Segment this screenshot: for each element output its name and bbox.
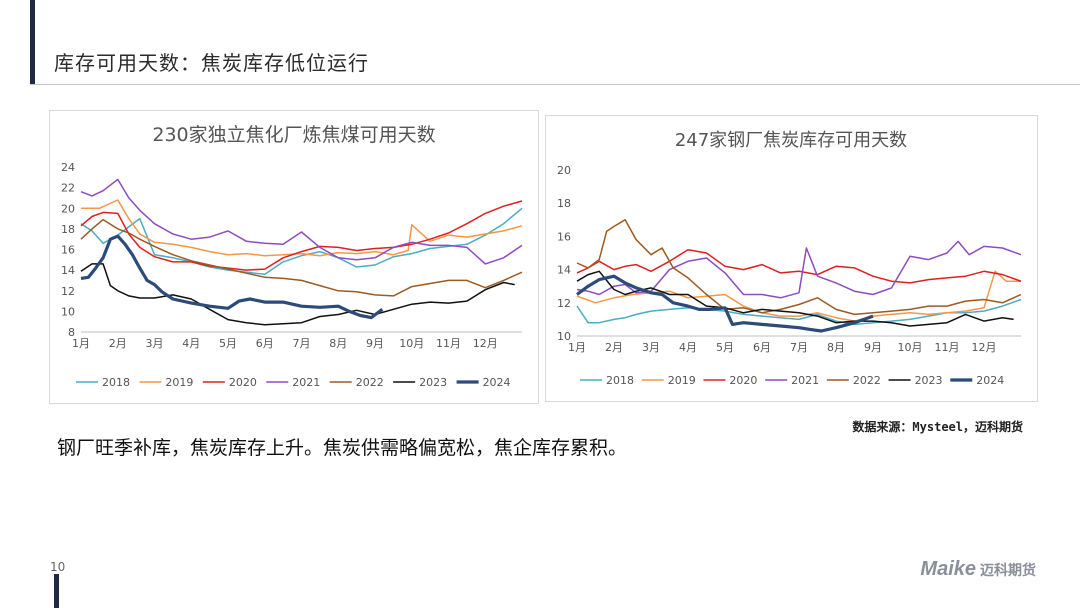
brand-logo: Maike 迈科期货 (920, 558, 1036, 581)
x-tick-label: 6月 (256, 337, 274, 350)
legend-label-2021: 2021 (791, 374, 819, 387)
legend-label-2018: 2018 (102, 376, 130, 389)
x-tick-label: 1月 (72, 337, 90, 350)
x-tick-label: 7月 (790, 341, 808, 354)
series-line-2020 (576, 248, 1022, 284)
x-tick-label: 12月 (972, 341, 997, 354)
series-line-2023 (576, 270, 1014, 327)
chart-title: 230家独立焦化厂炼焦煤可用天数 (152, 124, 435, 146)
legend-label-2021: 2021 (292, 376, 320, 389)
x-tick-label: 4月 (182, 337, 200, 350)
footer-accent-bar (54, 574, 59, 608)
legend-label-2019: 2019 (165, 376, 193, 389)
series-line-2021 (80, 178, 523, 265)
data-source-note: 数据来源：Mysteel，迈科期货 (852, 420, 1023, 434)
x-tick-label: 3月 (642, 341, 660, 354)
legend-label-2023: 2023 (915, 374, 943, 387)
y-tick-label: 18 (557, 197, 571, 210)
series-line-2019 (576, 270, 1021, 322)
y-tick-label: 12 (557, 297, 571, 310)
legend-label-2024: 2024 (976, 374, 1004, 387)
y-tick-label: 12 (61, 285, 75, 298)
series-line-2019 (81, 199, 523, 257)
series-line-2024 (576, 274, 874, 333)
legend-label-2018: 2018 (606, 374, 634, 387)
chart-coking-coal-days: 230家独立焦化厂炼焦煤可用天数 8 10 12 14 16 18 20 22 24 1月 2月 3月 4… (49, 110, 539, 404)
x-tick-label: 4月 (679, 341, 697, 354)
series-line-2018 (80, 207, 523, 276)
legend-label-2020: 2020 (229, 376, 257, 389)
y-tick-label: 22 (61, 182, 75, 195)
y-tick-label: 10 (557, 330, 571, 343)
y-tick-label: 8 (68, 326, 75, 339)
legend-label-2019: 2019 (668, 374, 696, 387)
series-line-2022 (576, 219, 1022, 316)
x-tick-label: 9月 (864, 341, 882, 354)
x-tick-label: 10月 (399, 337, 424, 350)
logo-text: 迈科期货 (980, 562, 1036, 579)
x-tick-label: 6月 (753, 341, 771, 354)
title-divider (30, 84, 1080, 85)
x-tick-label: 8月 (827, 341, 845, 354)
legend-label-2022: 2022 (853, 374, 881, 387)
x-tick-label: 1月 (568, 341, 586, 354)
x-tick-label: 5月 (716, 341, 734, 354)
y-tick-label: 20 (557, 164, 571, 177)
legend-label-2022: 2022 (356, 376, 384, 389)
logo-mark: Maike (920, 558, 976, 580)
y-tick-label: 18 (61, 223, 75, 236)
x-tick-label: 8月 (329, 337, 347, 350)
x-tick-label: 3月 (146, 337, 164, 350)
series-line-2020 (80, 200, 523, 271)
legend-label-2023: 2023 (419, 376, 447, 389)
series-line-2024 (80, 234, 384, 320)
y-tick-label: 16 (557, 230, 571, 243)
x-tick-label: 11月 (935, 341, 960, 354)
page-number: 10 (50, 560, 66, 574)
y-tick-label: 16 (61, 244, 75, 257)
x-tick-label: 12月 (473, 337, 498, 350)
series-line-2021 (576, 240, 1022, 299)
summary-text: 钢厂旺季补库，焦炭库存上升。焦炭供需略偏宽松，焦企库存累积。 (57, 437, 628, 459)
series-line-2022 (80, 218, 523, 297)
x-tick-label: 2月 (605, 341, 623, 354)
x-tick-label: 10月 (898, 341, 923, 354)
y-tick-label: 20 (61, 202, 75, 215)
page-title: 库存可用天数：焦炭库存低位运行 (54, 51, 369, 75)
x-tick-label: 5月 (219, 337, 237, 350)
legend-label-2024: 2024 (483, 376, 511, 389)
series-line-2023 (80, 263, 515, 326)
y-tick-label: 10 (61, 305, 75, 318)
x-tick-label: 2月 (109, 337, 127, 350)
chart-coke-inventory-days-svg: 247家钢厂焦炭库存可用天数 10 12 14 16 18 20 1月 2月 3月 4月 5月 6月 7月… (557, 130, 1022, 387)
legend-label-2020: 2020 (729, 374, 757, 387)
title-accent-bar (30, 0, 35, 85)
chart-title: 247家钢厂焦炭库存可用天数 (675, 130, 907, 151)
x-tick-label: 9月 (366, 337, 384, 350)
y-tick-label: 14 (61, 264, 75, 277)
x-tick-label: 11月 (436, 337, 461, 350)
y-tick-label: 14 (557, 264, 571, 277)
chart-coke-inventory-days: 247家钢厂焦炭库存可用天数 10 12 14 16 18 20 1月 2月 3月 4月 5月 6月 7月… (545, 115, 1038, 402)
x-tick-label: 7月 (293, 337, 311, 350)
y-tick-label: 24 (61, 161, 75, 174)
